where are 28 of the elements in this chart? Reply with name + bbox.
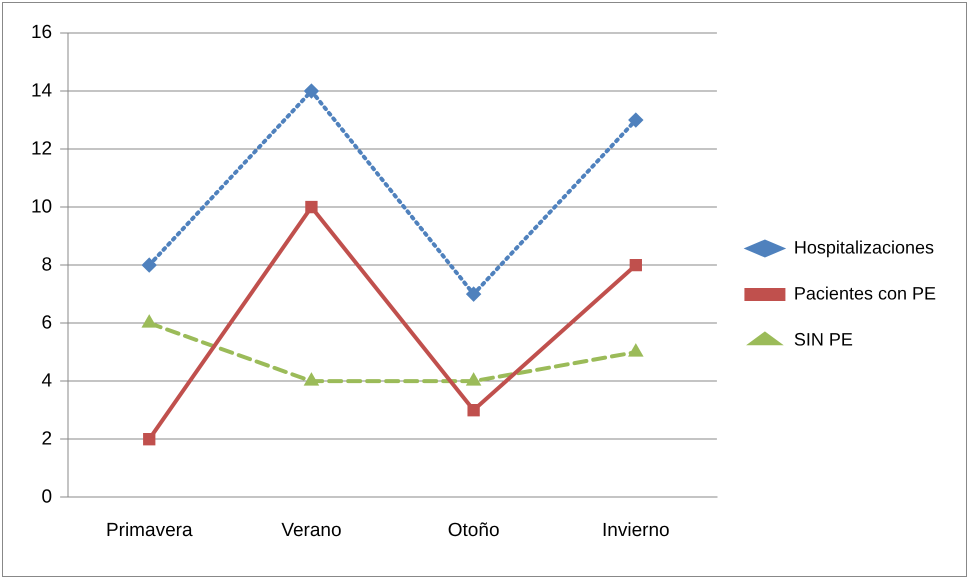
point: [466, 372, 482, 386]
point: [143, 433, 156, 446]
point: [305, 200, 318, 214]
y-tick-label: 16: [30, 22, 52, 44]
legend-label: Hospitalizaciones: [794, 237, 934, 258]
y-tick-label: 0: [42, 486, 52, 508]
x-tick-label: Verano: [281, 520, 342, 541]
x-tick-label: Primavera: [106, 520, 193, 541]
x-tick-label: Invierno: [602, 520, 670, 541]
point: [304, 84, 319, 99]
y-tick-label: 6: [42, 312, 52, 334]
y-tick-label: 10: [30, 196, 52, 218]
y-tick-label: 4: [42, 370, 53, 392]
legend-label: Pacientes con PE: [794, 283, 936, 304]
point: [142, 314, 157, 328]
y-tick-label: 12: [30, 138, 52, 160]
point: [628, 344, 644, 357]
x-tick-label: Otoño: [448, 520, 500, 541]
y-tick-label: 8: [42, 254, 52, 276]
y-tick-label: 14: [30, 80, 53, 102]
point: [467, 404, 480, 416]
point: [466, 286, 482, 302]
point: [142, 258, 157, 273]
point: [630, 258, 642, 272]
legend-label: SIN PE: [794, 329, 853, 350]
point: [628, 112, 644, 128]
point: [304, 372, 319, 386]
y-tick-label: 2: [42, 428, 52, 450]
